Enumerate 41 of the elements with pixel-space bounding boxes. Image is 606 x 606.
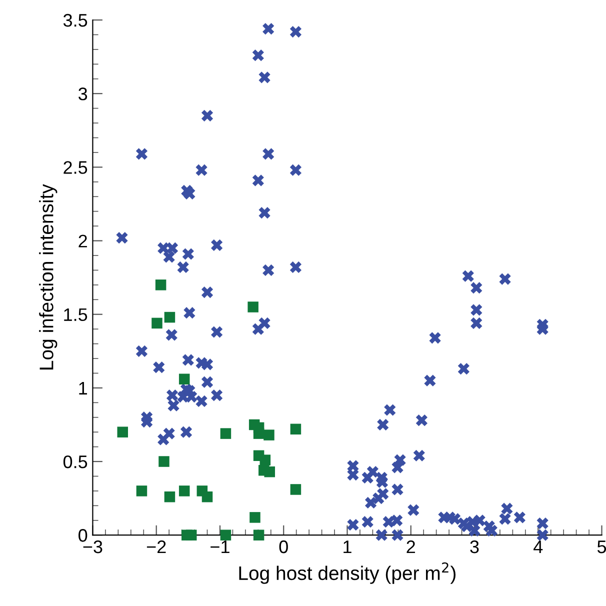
y-axis-title: Log infection intensity	[39, 184, 58, 370]
point	[220, 530, 232, 540]
x-tick-label: 2	[406, 540, 415, 554]
x-axis-title: Log host density (per m$^{2}$)	[239, 562, 456, 584]
y-tick-label: 3.5	[63, 14, 88, 27]
x-tick-label: 0	[279, 540, 288, 554]
y-tick-label: 2.5	[64, 161, 88, 174]
point	[164, 491, 176, 502]
x-tick-label: −1	[210, 540, 230, 554]
point	[178, 374, 190, 384]
x-tick-label: 3	[470, 540, 479, 554]
x-tick-label: 1	[344, 540, 352, 554]
point	[253, 428, 264, 439]
point	[260, 454, 271, 466]
y-tick-label: 2	[78, 234, 87, 248]
point	[136, 486, 148, 496]
y-tick-label: 0	[78, 529, 88, 542]
y-tick-label: 1.5	[64, 308, 88, 322]
point	[290, 424, 302, 435]
x-tick-label: −2	[146, 540, 166, 554]
point	[164, 312, 176, 323]
point	[253, 530, 264, 540]
x-tick-label: 5	[597, 540, 606, 554]
point	[220, 428, 232, 439]
point	[178, 486, 190, 496]
y-tick-label: 1	[79, 382, 87, 394]
x-tick-label: −3	[83, 540, 102, 554]
point	[290, 484, 302, 495]
point	[186, 530, 197, 540]
x-tick-label: 4	[534, 540, 543, 554]
point	[202, 491, 213, 502]
point	[248, 302, 258, 312]
point	[152, 318, 162, 329]
point	[250, 512, 260, 523]
point	[117, 426, 128, 438]
y-tick-label: 0.5	[63, 455, 88, 468]
y-tick-label: 3	[78, 88, 88, 100]
point	[158, 456, 170, 467]
point	[264, 430, 274, 440]
point	[264, 466, 275, 478]
point	[155, 280, 166, 290]
